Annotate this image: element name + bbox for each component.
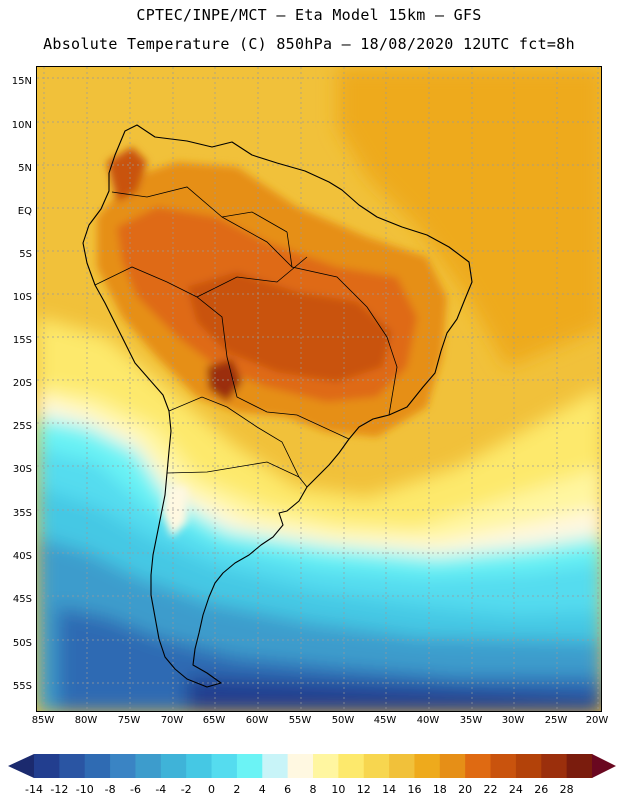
land-warm-24: [207, 359, 242, 402]
lat-label-50s: 50S: [12, 638, 32, 649]
colorbar-swatch: [566, 754, 593, 778]
lon-label-85w: 85W: [31, 715, 55, 726]
warm-core: [97, 147, 447, 537]
colorbar-swatch: [186, 754, 213, 778]
lat-label-25s: 25S: [12, 421, 32, 432]
band-minus12: [187, 677, 601, 711]
colorbar-tick-label: 12: [356, 783, 371, 796]
south-america-coastline: [82, 124, 473, 688]
map-subtitle: Absolute Temperature (C) 850hPa – 18/08/…: [43, 35, 575, 53]
colorbar-tick-label: -12: [50, 783, 69, 796]
lon-label-55w: 55W: [288, 715, 312, 726]
colorbar-tick-label: -8: [104, 783, 116, 796]
colorbar-tick-label: -6: [129, 783, 141, 796]
lat-label-45s: 45S: [12, 594, 32, 605]
lat-label-eq: EQ: [17, 206, 32, 217]
lon-label-60w: 60W: [245, 715, 269, 726]
colorbar-swatch: [34, 754, 60, 778]
temperature-colorbar: [8, 754, 616, 778]
lon-label-35w: 35W: [459, 715, 483, 726]
land-warm-22: [187, 272, 392, 382]
colorbar-swatch: [287, 754, 314, 778]
colorbar-tick-label: -14: [25, 783, 43, 796]
temperature-bands: [37, 67, 601, 711]
colorbar-swatch: [135, 754, 162, 778]
colorbar-tick-label: 28: [559, 783, 574, 796]
colorbar-tick-label: 8: [309, 783, 317, 796]
temperature-map: [37, 67, 601, 711]
lat-label-10s: 10S: [12, 292, 32, 303]
lon-label-40w: 40W: [416, 715, 440, 726]
colorbar-swatch: [110, 754, 136, 778]
colorbar-tick-label: -2: [180, 783, 192, 796]
land-warm-24-north: [107, 147, 147, 202]
lon-label-80w: 80W: [74, 715, 98, 726]
colorbar-swatch: [84, 754, 111, 778]
colorbar-swatch: [338, 754, 365, 778]
colorbar-tick-label: 22: [483, 783, 498, 796]
colorbar-tick-label: 4: [258, 783, 266, 796]
colorbar-swatch: [363, 754, 390, 778]
lon-label-30w: 30W: [501, 715, 525, 726]
lat-lon-grid: [37, 67, 601, 711]
colorbar-swatch: [490, 754, 517, 778]
colorbar-tick-label: -10: [75, 783, 94, 796]
colorbar-tick-label: 20: [458, 783, 473, 796]
colorbar-swatch: [160, 754, 187, 778]
colorbar-tick-label: 24: [508, 783, 523, 796]
band-14-16: [337, 67, 601, 367]
map-frame: [36, 66, 602, 712]
colorbar-low-cap: [8, 754, 34, 778]
colorbar-swatch: [211, 754, 238, 778]
colorbar-tick-label: 10: [331, 783, 346, 796]
colorbar-high-cap: [592, 754, 616, 778]
lat-label-55s: 55S: [12, 681, 32, 692]
map-title: CPTEC/INPE/MCT – Eta Model 15km – GFS: [136, 6, 482, 24]
colorbar-swatch: [439, 754, 466, 778]
country-borders: [94, 186, 398, 488]
colorbar-swatch: [541, 754, 568, 778]
colorbar-tick-label: 14: [382, 783, 397, 796]
colorbar-tick-label: -4: [155, 783, 167, 796]
colorbar-swatch: [59, 754, 86, 778]
lat-label-5n: 5N: [18, 163, 32, 174]
colorbar-tick-label: 18: [432, 783, 447, 796]
lon-label-25w: 25W: [544, 715, 568, 726]
lon-label-70w: 70W: [160, 715, 184, 726]
lon-label-45w: 45W: [373, 715, 397, 726]
lon-label-50w: 50W: [331, 715, 355, 726]
patagonia-cool: [162, 487, 187, 537]
lat-label-35s: 35S: [12, 508, 32, 519]
colorbar-tick-label: 16: [407, 783, 422, 796]
colorbar-swatch: [236, 754, 263, 778]
colorbar-swatch: [414, 754, 441, 778]
lon-label-20w: 20W: [585, 715, 609, 726]
lat-label-15n: 15N: [11, 76, 32, 87]
colorbar-swatch: [389, 754, 415, 778]
colorbar-swatch: [465, 754, 492, 778]
lon-label-65w: 65W: [202, 715, 226, 726]
colorbar-swatch: [313, 754, 339, 778]
colorbar-tick-label: 26: [534, 783, 549, 796]
lat-label-10n: 10N: [11, 120, 32, 131]
lon-label-75w: 75W: [117, 715, 141, 726]
colorbar-swatch: [262, 754, 289, 778]
lat-label-15s: 15S: [12, 335, 32, 346]
lat-label-30s: 30S: [12, 464, 32, 475]
colorbar-tick-label: 2: [233, 783, 241, 796]
colorbar-tick-label: 6: [284, 783, 292, 796]
lat-label-5s: 5S: [19, 249, 32, 260]
colorbar-tick-label: 0: [208, 783, 216, 796]
lat-label-20s: 20S: [12, 378, 32, 389]
lat-label-40s: 40S: [12, 551, 32, 562]
colorbar-swatch: [515, 754, 542, 778]
